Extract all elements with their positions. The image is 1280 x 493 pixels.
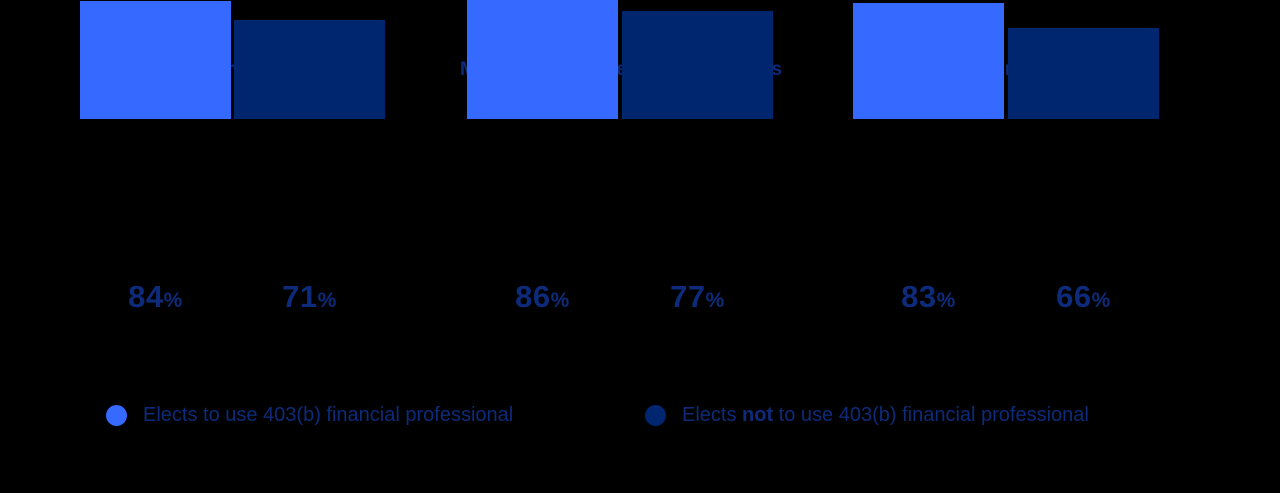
legend-dot-icon [645,405,666,426]
legend-label: Elects to use 403(b) financial professio… [143,404,514,426]
value-label: 86% [515,279,570,314]
bar-elects-not [622,11,773,119]
bar-elects-not [1008,28,1159,119]
legend-item-elects-not: Elects not to use 403(b) financial profe… [645,404,1089,427]
bar-elects [853,3,1004,119]
legend-dot-icon [106,405,127,426]
value-label: 77% [670,279,725,314]
value-label: 84% [128,279,183,314]
bar-elects [80,1,231,119]
group-account-value: Account value 84% 71% [80,0,390,340]
legend-label: Elects not to use 403(b) financial profe… [682,404,1089,426]
bar-elects-not [234,20,385,119]
bar-elects [467,0,618,119]
value-label: 83% [901,279,956,314]
group-save-long-run: Helping save more in the long run 83% 66… [853,0,1163,340]
value-label: 66% [1056,279,1111,314]
group-investment-decisions: Making better investment decisions 86% 7… [460,0,782,340]
value-label: 71% [282,279,337,314]
legend-item-elects: Elects to use 403(b) financial professio… [106,404,513,427]
